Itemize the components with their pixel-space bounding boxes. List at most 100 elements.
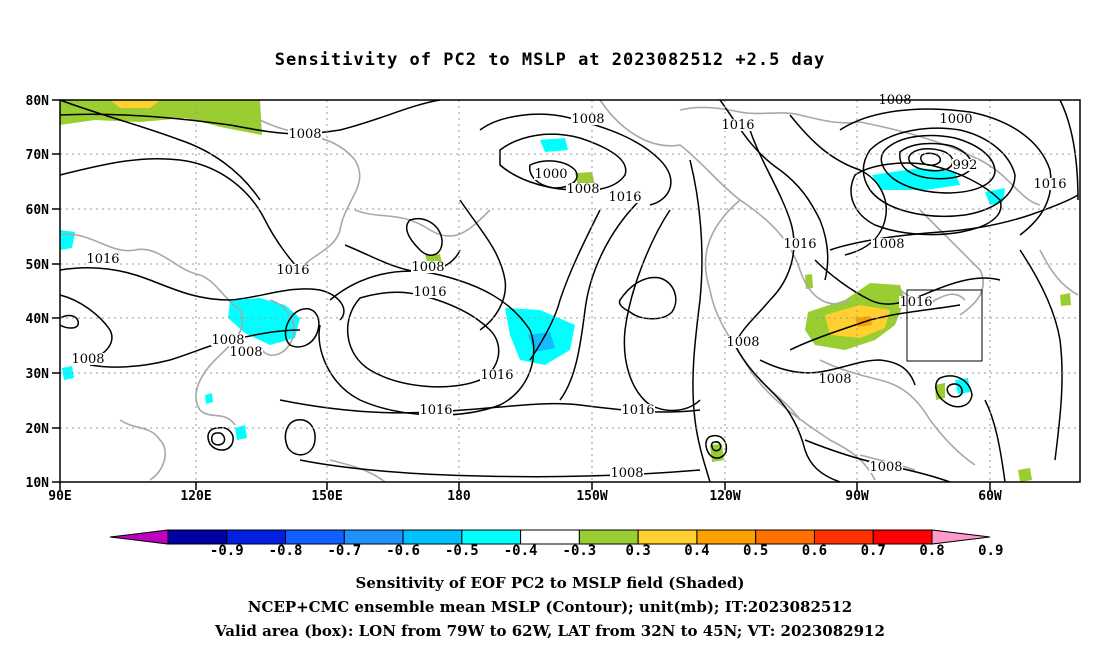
contour-label: 1008	[211, 333, 244, 348]
contour-label: 1008	[818, 372, 851, 387]
sensitivity-shading	[60, 100, 1071, 482]
lon-label-180: 180	[447, 489, 471, 504]
contour-label-bg	[939, 113, 973, 125]
contour-label: 1016	[721, 118, 754, 133]
colorbar-swatch	[402, 529, 463, 545]
colorbar-swatch	[872, 529, 933, 545]
colorbar-min-arrow	[109, 529, 169, 545]
lat-label-70n: 70N	[26, 148, 50, 163]
lat-label-30n: 30N	[26, 367, 50, 382]
axis-ticks	[52, 99, 991, 490]
lon-label-60w: 60W	[978, 489, 1002, 504]
caption-valid-area: Valid area (box): LON from 79W to 62W, L…	[215, 622, 885, 640]
contour-label: 1016	[480, 368, 513, 383]
contour-label-bg	[411, 261, 445, 273]
colorbar-tick-label: -0.7	[327, 543, 362, 559]
colorbar-swatch	[343, 529, 404, 545]
contour-label: 1016	[899, 295, 932, 310]
coastlines	[59, 99, 1079, 483]
colorbar-tick-label: 0.8	[919, 543, 945, 559]
contour-label: 1008	[229, 345, 262, 360]
contour-label-bg	[1033, 178, 1067, 190]
contour-label-bg	[608, 191, 642, 203]
colorbar-tick-label: 0.5	[743, 543, 769, 559]
contour-label-bg	[869, 461, 903, 473]
grid-lines	[60, 100, 1080, 482]
lon-label-120w: 120W	[709, 489, 740, 504]
contour-label-bg	[419, 404, 453, 416]
contour-label: 1016	[413, 285, 446, 300]
map-title: Sensitivity of PC2 to MSLP at 2023082512…	[274, 50, 826, 70]
contour-label: 1008	[726, 335, 759, 350]
colorbar-tick-label: -0.3	[562, 543, 597, 559]
lat-label-80n: 80N	[26, 94, 50, 109]
contour-label: 1008	[871, 237, 904, 252]
colorbar-swatch	[637, 529, 698, 545]
colorbar-tick-label: 0.3	[625, 543, 651, 559]
contour-label: 1016	[783, 237, 816, 252]
contour-label: 1016	[621, 403, 654, 418]
colorbar-tick-label: 0.4	[684, 543, 710, 559]
contour-label-bg	[534, 168, 568, 180]
contour-label: 1008	[288, 127, 321, 142]
colorbar-tick-label: -0.5	[444, 543, 479, 559]
contour-label-bg	[86, 253, 120, 265]
contour-label-bg	[480, 369, 514, 381]
colorbar	[109, 529, 991, 545]
contour-label: 1000	[534, 167, 567, 182]
contour-label-bg	[721, 119, 755, 131]
contour-label: 1008	[566, 182, 599, 197]
caption-contour: NCEP+CMC ensemble mean MSLP (Contour); u…	[247, 598, 853, 616]
lon-label-90w: 90W	[845, 489, 869, 504]
contour-label-bg	[952, 159, 978, 171]
contour-label-bg	[288, 128, 322, 140]
contour-label-bg	[276, 264, 310, 276]
contour-label: 1008	[869, 460, 902, 475]
contour-label: 1016	[1033, 177, 1066, 192]
contour-label: 1008	[411, 260, 444, 275]
contour-label-bg	[610, 467, 644, 479]
valid-area-box	[906, 289, 983, 362]
colorbar-swatch	[520, 529, 580, 545]
colorbar-swatch	[696, 529, 757, 545]
contour-label-bg	[71, 353, 105, 365]
contour-label-bg	[211, 334, 245, 346]
colorbar-swatch	[167, 529, 228, 545]
colorbar-swatch	[285, 529, 345, 545]
colorbar-max-arrow	[931, 529, 991, 545]
lat-label-50n: 50N	[26, 258, 50, 273]
contour-label: 1000	[939, 112, 972, 127]
colorbar-tick-label: 0.6	[801, 543, 828, 559]
colorbar-tick-label: 0.7	[860, 543, 886, 559]
caption-shaded: Sensitivity of EOF PC2 to MSLP field (Sh…	[355, 574, 745, 592]
contour-label-bg	[726, 336, 760, 348]
lon-label-90e: 90E	[48, 489, 71, 504]
contour-label: 1008	[71, 352, 104, 367]
lat-label-40n: 40N	[26, 312, 50, 327]
lon-label-120e: 120E	[180, 489, 211, 504]
contour-label: 1008	[571, 112, 604, 127]
colorbar-tick-label: 0.9	[978, 543, 1004, 559]
colorbar-swatch	[226, 529, 287, 545]
colorbar-swatch	[755, 529, 815, 545]
contour-label: 1016	[608, 190, 641, 205]
contour-label: 992	[953, 158, 978, 173]
lon-label-150w: 150W	[576, 489, 607, 504]
contour-label: 1016	[276, 263, 309, 278]
colorbar-swatch	[461, 529, 522, 545]
contour-label: 1008	[610, 466, 643, 481]
contour-label-bg	[571, 113, 605, 125]
colorbar-tick-label: -0.8	[268, 543, 303, 559]
contour-label-bg	[783, 238, 817, 250]
colorbar-swatch	[813, 529, 874, 545]
mslp-contours	[59, 99, 1079, 483]
longitude-labels: 90E 120E 150E 180 150W 120W 90W 60W	[48, 489, 1002, 504]
lat-label-10n: 10N	[26, 476, 50, 491]
colorbar-tick-label: -0.9	[209, 543, 244, 559]
lat-label-60n: 60N	[26, 203, 50, 218]
latitude-labels: 80N 70N 60N 50N 40N 30N 20N 10N	[26, 94, 50, 491]
contour-label-bg	[818, 373, 852, 385]
map-frame	[59, 99, 1081, 483]
